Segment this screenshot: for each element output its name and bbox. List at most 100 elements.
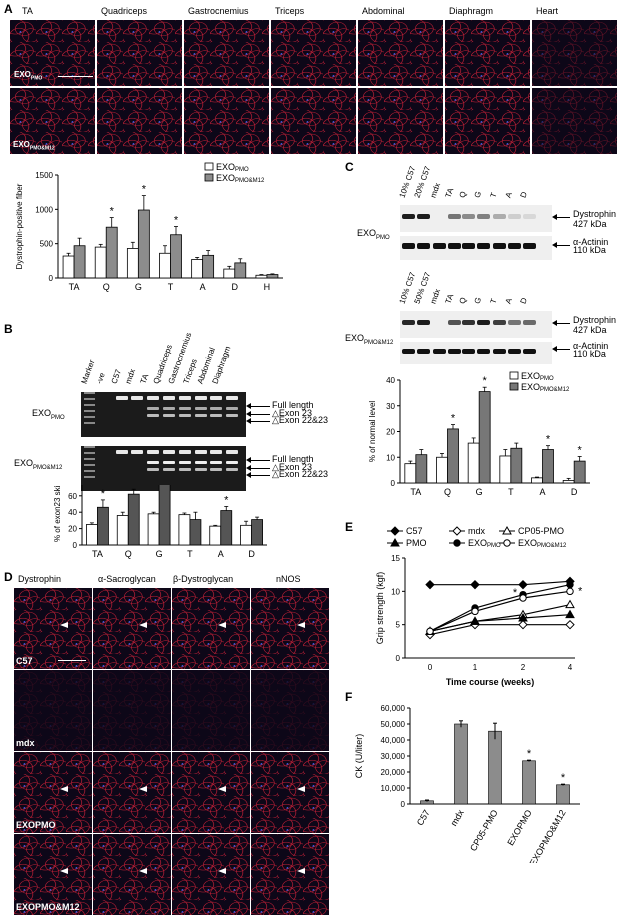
- micrograph-texture: [251, 834, 329, 915]
- western-band-dystrophin: [477, 214, 490, 219]
- bar-exopmo-m12-d: [573, 460, 586, 484]
- micrograph-quadriceps-row2: [97, 88, 182, 154]
- x-tick-label-d: D: [232, 282, 239, 292]
- micrograph-sacroglycan-c57: [93, 588, 171, 669]
- row-label-exopmo-m12: EXOPMO&M12: [16, 902, 80, 912]
- arrowhead-icon: [218, 622, 226, 628]
- band-full-length: [226, 396, 239, 400]
- band-full-length: [163, 396, 175, 400]
- series-line-mdx: [429, 624, 570, 636]
- western-band-dystrophin: [448, 320, 461, 325]
- bar-exopmo-m12-g: [137, 209, 150, 279]
- western-band-actinin: [462, 243, 475, 249]
- micrograph-texture: [172, 834, 250, 915]
- x-tick-label-cp05-pmo: CP05-PMO: [468, 808, 500, 853]
- data-point-pmo: [518, 612, 528, 622]
- legend-sub: PMO&M12: [235, 178, 265, 184]
- significance-star: *: [110, 206, 115, 218]
- legend-marker-pmo: [390, 537, 400, 547]
- bar-exopmo-m12-d: [251, 519, 263, 546]
- micrograph-texture: [93, 670, 171, 751]
- legend-label-exopmo: EXOPMO: [468, 538, 501, 549]
- significance-star: *: [561, 772, 566, 784]
- x-tick-label-a: A: [539, 487, 545, 497]
- x-tick-label-g: G: [135, 282, 142, 292]
- y-axis-label: CK (U/liter): [354, 734, 364, 779]
- micrograph-dystroglycan-mdx: [172, 670, 250, 751]
- tissue-label-diaphragm: Diaphragm: [449, 6, 494, 16]
- scale-bar: [58, 76, 93, 77]
- significance-star: *: [578, 444, 583, 456]
- row-label-exopmo: EXOPMO: [14, 70, 43, 82]
- band-full-length: [210, 396, 223, 400]
- y-axis-label: % of normal level: [368, 401, 377, 463]
- bar-exopmo-a: [191, 259, 204, 279]
- band-label-110-kda: 110 kDa: [573, 245, 606, 255]
- band-label-exon-22-23: △Exon 22&23: [272, 415, 328, 425]
- tissue-label-gastrocnemius: Gastrocnemius: [188, 6, 249, 16]
- bar-exopmo-t: [499, 455, 512, 484]
- data-point-c57: [470, 579, 480, 590]
- y-axis-label: Dystrophin-positive fiber: [15, 183, 24, 269]
- arrow-line: [556, 323, 570, 324]
- micrograph-texture: [10, 88, 95, 154]
- micrograph-texture: [532, 88, 617, 154]
- series-line-exopmo-m12: [429, 590, 571, 632]
- marker-ladder-band: [84, 392, 95, 394]
- arrowhead-icon: [139, 786, 147, 792]
- arrowhead-icon: [297, 868, 305, 874]
- arrowhead-icon: [552, 320, 557, 326]
- panel-letter-c: C: [345, 160, 354, 174]
- band-exon23: [210, 407, 223, 410]
- bar-cp05-pmo: [488, 730, 502, 805]
- western-band-dystrophin: [493, 214, 506, 219]
- bar-exopmo-g: [126, 248, 139, 279]
- band-exon22-23: [178, 414, 191, 417]
- x-tick-label-q: Q: [444, 487, 451, 497]
- data-point-cp05-pmo: [565, 599, 575, 609]
- tissue-label-abdominal: Abdominal: [362, 6, 405, 16]
- significance-star: *: [513, 587, 518, 599]
- band-full-length: [194, 396, 207, 400]
- micrograph-dystroglycan-exopmo: [172, 752, 250, 833]
- panel-letter-f: F: [345, 690, 353, 704]
- arrow-line: [250, 406, 270, 407]
- bar-exopmo-m12-h: [266, 274, 279, 279]
- micrograph-dystrophin-exopmo: [14, 752, 92, 833]
- micrograph-dystroglycan-c57: [172, 588, 250, 669]
- legend-sub: PMO&M12: [537, 543, 567, 549]
- micrograph-texture: [445, 20, 530, 86]
- western-band-actinin: [493, 349, 506, 354]
- band-label-exon-23: △Exon 23: [272, 462, 312, 472]
- micrograph-texture: [445, 88, 530, 154]
- bar-exopmo-m12-q: [105, 226, 118, 279]
- micrograph-texture: [251, 752, 329, 833]
- band-full-length: [147, 396, 160, 400]
- arrowhead-icon: [246, 418, 251, 424]
- legend-label-exopmo-m12: EXOPMO&M12: [521, 382, 570, 393]
- lane-label-bottom-ta: TA: [443, 292, 456, 305]
- western-band-actinin: [477, 243, 490, 249]
- legend-marker-mdx: [452, 526, 462, 536]
- micrograph-texture: [93, 752, 171, 833]
- western-band-dystrophin: [493, 320, 506, 325]
- arrowhead-icon: [246, 465, 251, 471]
- x-tick-label-t: T: [168, 282, 174, 292]
- y-tick-label: 60: [68, 492, 77, 501]
- data-point-exopmo-m12: [519, 594, 527, 602]
- lane-label-bottom-d: D: [518, 296, 529, 305]
- band-label-actinin: α-Actinin: [573, 237, 609, 247]
- data-point-c57: [518, 579, 528, 590]
- micrograph-texture: [10, 20, 95, 86]
- western-band-actinin: [402, 243, 415, 249]
- micrograph-gastrocnemius-row2: [184, 88, 269, 154]
- bar-exopmo-d: [240, 524, 252, 546]
- lane-label-top-a: A: [503, 190, 514, 199]
- bar-exopmo-m12-d: [234, 262, 247, 279]
- western-band-dystrophin: [523, 320, 536, 325]
- band-full-length: [147, 450, 160, 454]
- marker-ladder-band: [84, 452, 95, 454]
- micrograph-texture: [172, 670, 250, 751]
- y-tick-label: 40: [386, 376, 395, 385]
